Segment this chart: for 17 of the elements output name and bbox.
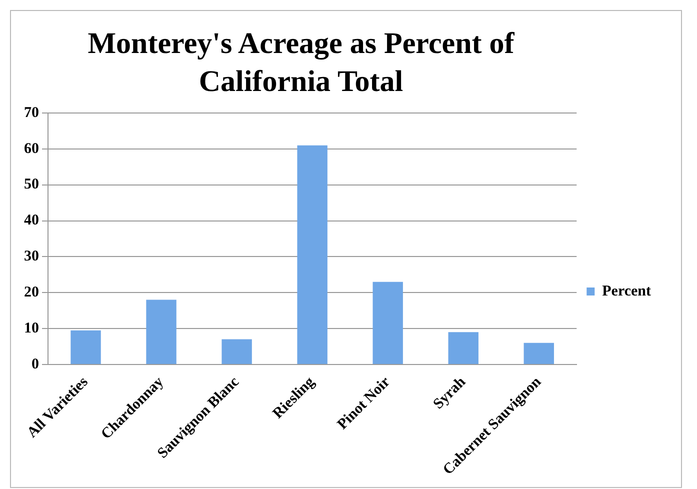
legend-label: Percent: [602, 283, 652, 300]
bar: [222, 339, 252, 364]
y-tick-label: 0: [32, 356, 39, 372]
y-tick-label: 50: [24, 176, 39, 193]
y-tick-label: 20: [24, 284, 39, 300]
y-tick-label: 60: [24, 140, 39, 157]
bar: [297, 145, 328, 364]
bar: [70, 330, 101, 364]
y-tick-label: 40: [24, 212, 39, 229]
bar: [146, 300, 176, 364]
y-tick-label: 30: [24, 248, 39, 265]
y-tick-label: 70: [24, 104, 39, 121]
bar: [372, 282, 403, 364]
chart-title: Monterey's Acreage as Percent of California Total: [86, 26, 516, 100]
bar: [448, 332, 478, 364]
y-tick-label: 10: [24, 320, 39, 336]
bar: [524, 342, 554, 364]
